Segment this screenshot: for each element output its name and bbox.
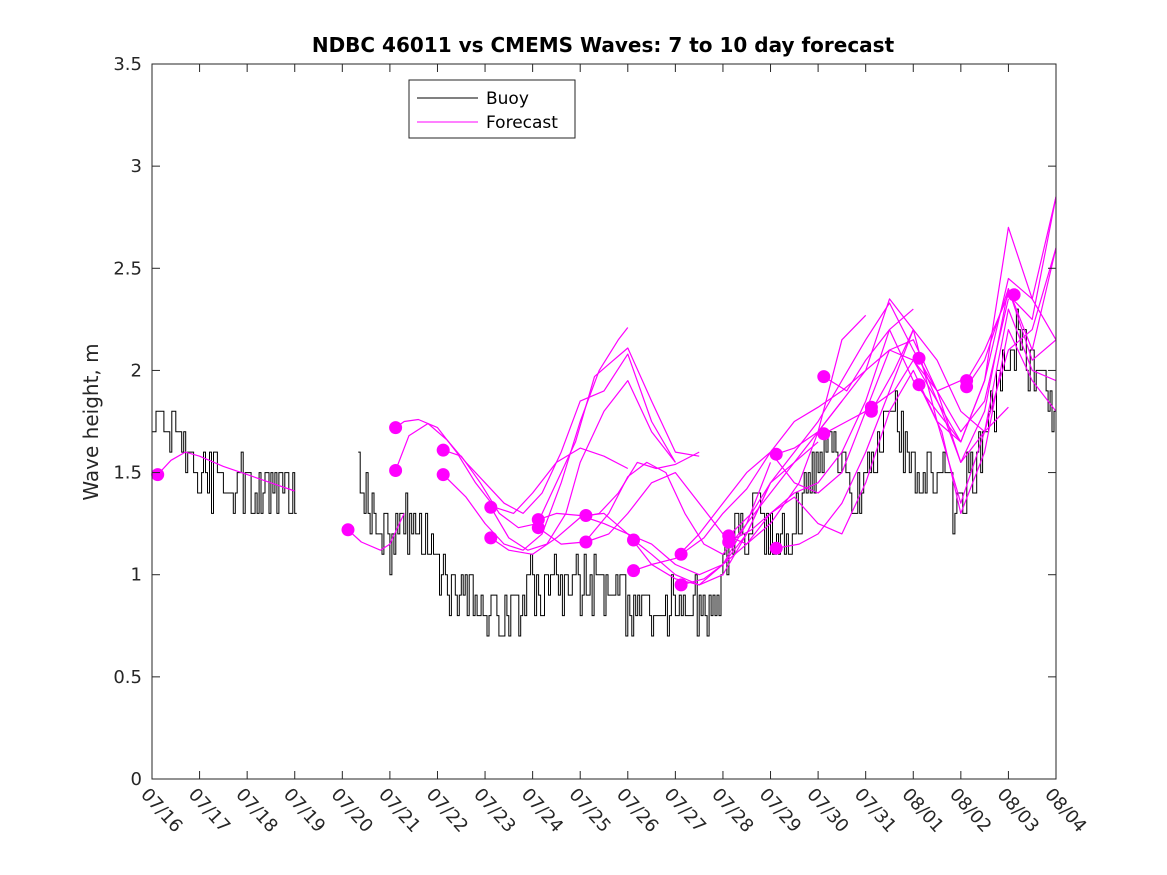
forecast-start-marker	[341, 523, 355, 537]
forecast-start-marker	[531, 521, 545, 535]
buoy-line	[358, 308, 1056, 637]
forecast-line	[776, 329, 1009, 549]
forecast-line	[157, 451, 295, 492]
forecast-line	[633, 411, 867, 572]
forecast-start-marker	[436, 468, 450, 482]
forecast-start-marker	[769, 541, 783, 555]
forecast-line	[490, 380, 676, 551]
y-tick-label: 0.5	[113, 667, 142, 688]
y-tick-label: 1	[131, 565, 142, 586]
forecast-line	[442, 327, 629, 551]
y-tick-label: 3.5	[113, 54, 142, 75]
legend: Buoy Forecast	[408, 79, 576, 139]
forecast-start-marker	[769, 447, 783, 461]
chart-title: NDBC 46011 vs CMEMS Waves: 7 to 10 day f…	[312, 33, 895, 57]
forecast-line	[395, 353, 676, 514]
y-tick-label: 2	[131, 360, 142, 381]
forecast-start-marker	[389, 464, 403, 477]
forecast-start-marker	[722, 535, 736, 549]
forecast-start-markers	[151, 288, 1021, 592]
legend-box	[408, 79, 576, 139]
forecast-start-marker	[579, 509, 593, 522]
forecast-line	[680, 308, 914, 586]
forecast-line	[918, 288, 1056, 463]
buoy-series-layer	[152, 308, 1056, 637]
forecast-start-marker	[817, 427, 831, 441]
forecast-start-marker	[484, 500, 498, 514]
forecast-start-marker	[579, 535, 593, 549]
forecast-start-marker	[627, 533, 640, 547]
forecast-line	[966, 247, 1056, 388]
forecast-start-marker	[484, 531, 498, 545]
forecast-start-marker	[912, 378, 926, 392]
forecast-line	[823, 196, 1056, 443]
y-tick-label: 2.5	[113, 258, 142, 279]
y-tick-label: 3	[131, 156, 142, 177]
y-tick-label: 1.5	[113, 463, 142, 484]
forecast-start-marker	[674, 547, 688, 561]
forecast-line	[870, 308, 1056, 504]
forecast-start-marker	[864, 404, 878, 418]
legend-buoy-label: Buoy	[486, 89, 529, 109]
forecast-start-marker	[960, 380, 974, 394]
forecast-start-marker	[817, 370, 831, 384]
y-tick-label: 0	[131, 769, 142, 790]
forecast-start-marker	[1007, 288, 1021, 302]
buoy-line	[152, 410, 297, 514]
forecast-start-marker	[674, 578, 688, 592]
y-axis-ticks: 0 0.5 1 1.5 2 2.5 3 3.5	[113, 54, 1056, 790]
forecast-line	[871, 226, 1056, 443]
forecast-start-marker	[389, 421, 403, 435]
forecast-start-marker	[912, 351, 926, 365]
forecast-line	[918, 329, 1056, 514]
forecast-line	[347, 513, 405, 551]
forecast-start-marker	[627, 564, 640, 578]
y-axis-label: Wave height, m	[79, 343, 103, 500]
forecast-start-marker	[436, 443, 450, 457]
forecast-line	[443, 347, 700, 529]
forecast-start-marker	[151, 468, 165, 482]
forecast-line	[680, 298, 914, 555]
legend-forecast-label: Forecast	[486, 113, 558, 133]
plot-axes-box	[151, 63, 1057, 780]
forecast-line	[823, 247, 1056, 463]
forecast-line	[538, 482, 772, 576]
